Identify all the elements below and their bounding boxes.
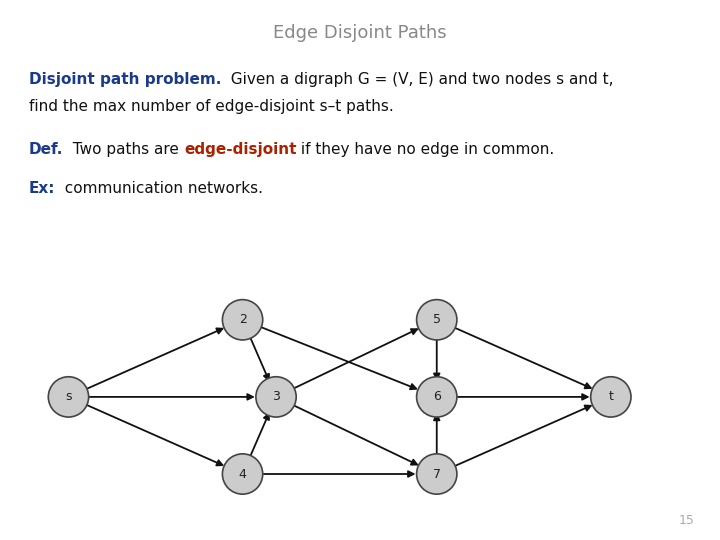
Text: communication networks.: communication networks. bbox=[55, 181, 264, 196]
Text: Edge Disjoint Paths: Edge Disjoint Paths bbox=[273, 24, 447, 42]
Text: find the max number of edge-disjoint s–t paths.: find the max number of edge-disjoint s–t… bbox=[29, 99, 394, 114]
Ellipse shape bbox=[590, 377, 631, 417]
Text: t: t bbox=[608, 390, 613, 403]
Text: Def.: Def. bbox=[29, 142, 63, 157]
Text: 3: 3 bbox=[272, 390, 280, 403]
Ellipse shape bbox=[222, 454, 263, 494]
Text: 15: 15 bbox=[679, 514, 695, 526]
Ellipse shape bbox=[222, 300, 263, 340]
Text: Disjoint path problem.: Disjoint path problem. bbox=[29, 72, 221, 87]
Ellipse shape bbox=[417, 454, 457, 494]
Text: 6: 6 bbox=[433, 390, 441, 403]
Text: s: s bbox=[66, 390, 72, 403]
Text: Given a digraph G = (V, E) and two nodes s and t,: Given a digraph G = (V, E) and two nodes… bbox=[221, 72, 613, 87]
Ellipse shape bbox=[417, 377, 457, 417]
Ellipse shape bbox=[417, 300, 457, 340]
Text: 2: 2 bbox=[238, 313, 246, 326]
Text: 5: 5 bbox=[433, 313, 441, 326]
Text: Ex:: Ex: bbox=[29, 181, 55, 196]
Text: 7: 7 bbox=[433, 468, 441, 481]
Text: Two paths are: Two paths are bbox=[63, 142, 184, 157]
Text: 4: 4 bbox=[238, 468, 246, 481]
Text: if they have no edge in common.: if they have no edge in common. bbox=[297, 142, 554, 157]
Ellipse shape bbox=[48, 377, 89, 417]
Text: edge-disjoint: edge-disjoint bbox=[184, 142, 297, 157]
Ellipse shape bbox=[256, 377, 296, 417]
